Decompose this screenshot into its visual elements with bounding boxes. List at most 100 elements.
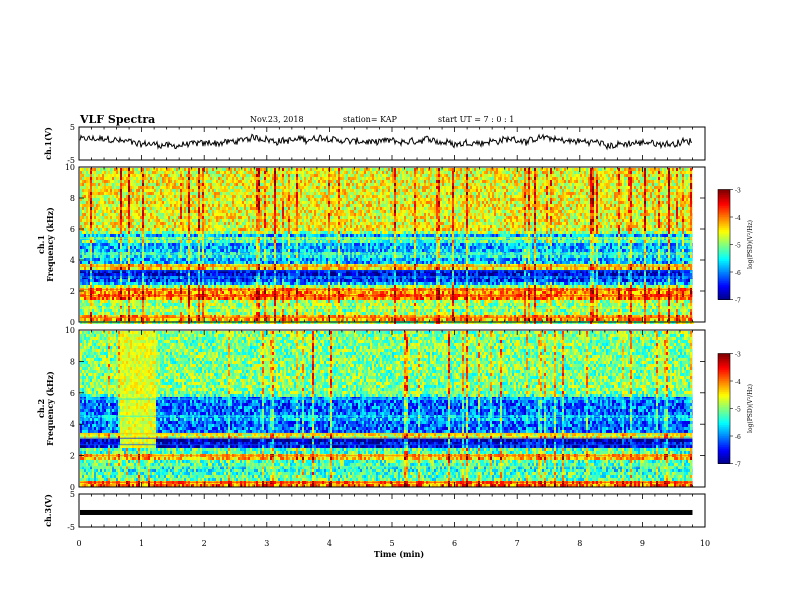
spectrogram-cell — [150, 312, 152, 315]
spectrogram-cell — [106, 183, 108, 186]
spectrogram-cell — [202, 225, 204, 228]
y-tick-label: 5 — [70, 123, 75, 132]
spectrogram-cell — [232, 243, 234, 246]
spectrogram-cell — [122, 261, 124, 264]
spectrogram-cell — [138, 177, 140, 180]
spectrogram-cell — [224, 300, 226, 303]
spectrogram-cell — [174, 177, 176, 180]
spectrogram-cell — [100, 267, 102, 270]
spectrogram-cell — [94, 291, 96, 294]
spectrogram-cell — [210, 195, 212, 198]
spectrogram-cell — [172, 285, 174, 288]
spectrogram-cell — [266, 300, 268, 303]
spectrogram-cell — [224, 192, 226, 195]
spectrogram-cell — [158, 219, 160, 222]
spectrogram-cell — [148, 177, 150, 180]
spectrogram-cell — [92, 222, 94, 225]
spectrogram-cell — [118, 315, 120, 318]
spectrogram-cell — [86, 174, 88, 177]
spectrogram-cell — [250, 297, 252, 300]
spectrogram-cell — [90, 267, 92, 270]
spectrogram-cell — [200, 198, 202, 201]
spectrogram-cell — [188, 318, 190, 321]
spectrogram-cell — [98, 273, 100, 276]
spectrogram-cell — [208, 255, 210, 258]
spectrogram-cell — [186, 282, 188, 285]
spectrogram-cell — [176, 243, 178, 246]
spectrogram-cell — [182, 300, 184, 303]
spectrogram-cell — [242, 255, 244, 258]
spectrogram-cell — [84, 312, 86, 315]
spectrogram-cell — [128, 174, 130, 177]
spectrogram-cell — [168, 261, 170, 264]
spectrogram-cell — [202, 204, 204, 207]
spectrogram-cell — [224, 234, 226, 237]
spectrogram-cell — [212, 261, 214, 264]
spectrogram-cell — [208, 174, 210, 177]
spectrogram-cell — [178, 261, 180, 264]
spectrogram-cell — [220, 267, 222, 270]
spectrogram-cell — [98, 312, 100, 315]
spectrogram-cell — [206, 261, 208, 264]
spectrogram-cell — [114, 291, 116, 294]
spectrogram-cell — [130, 285, 132, 288]
spectrogram-cell — [240, 222, 242, 225]
spectrogram-cell — [184, 183, 186, 186]
spectrogram-cell — [172, 267, 174, 270]
spectrogram-cell — [232, 255, 234, 258]
spectrogram-cell — [186, 273, 188, 276]
spectrogram-cell — [242, 318, 244, 321]
spectrogram-cell — [82, 300, 84, 303]
spectrogram-cell — [84, 183, 86, 186]
spectrogram-cell — [98, 207, 100, 210]
spectrogram-cell — [158, 297, 160, 300]
spectrogram-cell — [222, 246, 224, 249]
spectrogram-cell — [100, 186, 102, 189]
spectrogram-cell — [100, 183, 102, 186]
spectrogram-cell — [202, 300, 204, 303]
spectrogram-cell — [202, 279, 204, 282]
spectrogram-cell — [244, 225, 246, 228]
spectrogram-cell — [140, 216, 142, 219]
spectrogram-cell — [98, 180, 100, 183]
spectrogram-cell — [92, 318, 94, 321]
spectrogram-cell — [80, 195, 82, 198]
spectrogram-cell — [110, 303, 112, 306]
spectrogram-cell — [164, 219, 166, 222]
spectrogram-cell — [192, 177, 194, 180]
spectrogram-cell — [180, 315, 182, 318]
spectrogram-cell — [162, 177, 164, 180]
spectrogram-cell — [228, 222, 230, 225]
spectrogram-cell — [212, 171, 214, 174]
spectrogram-cell — [132, 309, 134, 312]
spectrogram-cell — [186, 291, 188, 294]
spectrogram-cell — [170, 228, 172, 231]
spectrogram-cell — [206, 210, 208, 213]
spectrogram-cell — [190, 195, 192, 198]
spectrogram-cell — [242, 198, 244, 201]
spectrogram-cell — [252, 303, 254, 306]
spectrogram-cell — [94, 255, 96, 258]
spectrogram-cell — [186, 279, 188, 282]
spectrogram-cell — [174, 285, 176, 288]
spectrogram-cell — [152, 219, 154, 222]
spectrogram-cell — [146, 285, 148, 288]
spectrogram-cell — [184, 246, 186, 249]
spectrogram-cell — [252, 234, 254, 237]
spectrogram-cell — [242, 285, 244, 288]
spectrogram-cell — [150, 297, 152, 300]
spectrogram-cell — [242, 189, 244, 192]
spectrogram-cell — [80, 300, 82, 303]
spectrogram-cell — [102, 180, 104, 183]
spectrogram-cell — [142, 192, 144, 195]
spectrogram-cell — [118, 246, 120, 249]
spectrogram-cell — [240, 315, 242, 318]
spectrogram-cell — [130, 204, 132, 207]
spectrogram-cell — [168, 282, 170, 285]
spectrogram-cell — [176, 234, 178, 237]
spectrogram-cell — [180, 204, 182, 207]
spectrogram-cell — [142, 168, 144, 171]
spectrogram-cell — [156, 234, 158, 237]
spectrogram-cell — [218, 213, 220, 216]
spectrogram-cell — [96, 249, 98, 252]
